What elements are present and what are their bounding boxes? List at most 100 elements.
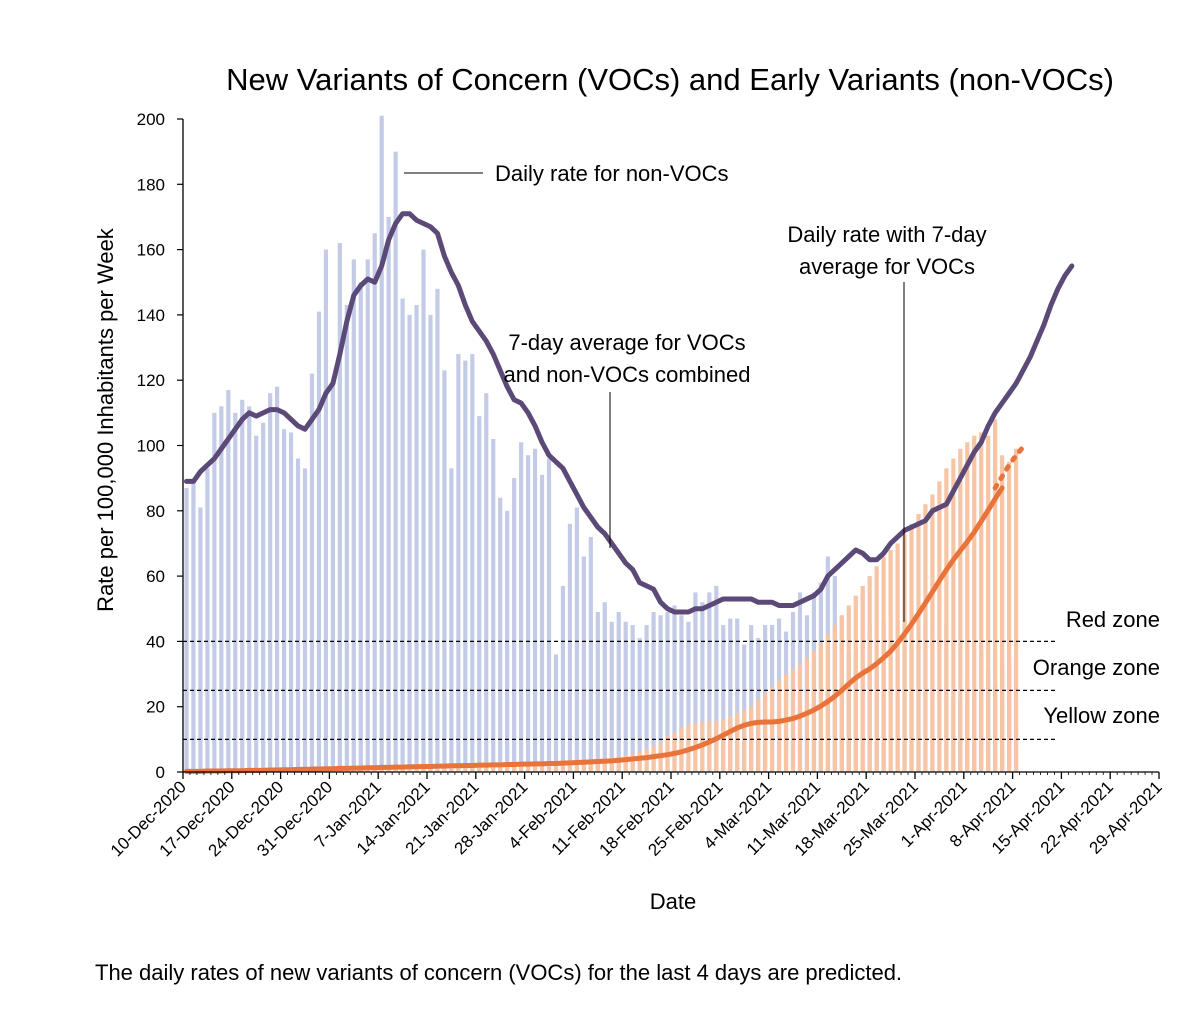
voc-bar [1013,448,1019,772]
voc-bar [449,764,454,772]
voc-bar [909,523,914,772]
voc-bar [539,761,545,772]
voc-bar [756,700,761,772]
non-voc-bar [379,115,384,773]
voc-bar [623,755,628,772]
non-voc-bar [386,216,391,772]
voc-bar [1000,455,1005,772]
non-voc-bar [651,612,656,772]
non-voc-bar [686,621,691,772]
non-voc-bar [553,654,559,772]
non-voc-bar [714,585,719,772]
non-voc-bar [560,585,566,772]
y-tick-label: 180 [137,175,165,194]
voc-bar [867,576,872,772]
non-voc-bar [233,412,238,772]
non-voc-bar [574,507,579,772]
non-voc-bar [414,305,419,772]
voc-bar [581,759,586,772]
annotation-voc-line2: average for VOCs [799,254,975,279]
voc-bar [916,514,921,772]
voc-bar [512,762,517,772]
voc-bar [435,765,440,772]
non-voc-bar [247,406,252,772]
non-voc-bar [316,311,322,772]
y-axis-label: Rate per 100,000 Inhabitants per Week [93,227,118,612]
voc-bar [860,585,865,772]
voc-bar [525,761,531,772]
y-tick-label: 0 [156,763,165,782]
zone-lines: Red zone Orange zone Yellow zone [183,607,1160,740]
non-voc-bar [435,288,440,772]
non-voc-bar [693,592,698,772]
non-voc-bar [240,399,245,772]
voc-bar [616,756,621,772]
voc-bar [567,759,573,772]
non-voc-bar [567,523,573,772]
voc-bar [498,762,503,772]
voc-bar [484,763,489,772]
non-voc-bar [198,507,203,772]
non-voc-bar [658,615,663,772]
non-voc-bar [226,389,231,772]
voc-bar [407,766,412,772]
non-voc-bar [498,497,503,772]
non-voc-bar [309,373,315,772]
non-voc-bar [337,243,342,772]
non-voc-bar [623,621,628,772]
non-voc-bar [672,605,677,772]
non-voc-bar [254,435,259,772]
annotation-voc-line1: Daily rate with 7-day [787,222,986,247]
axes: 02040608010012014016018020010-Dec-202017… [107,110,1166,860]
voc-bar [602,757,607,772]
y-tick-label: 160 [137,241,165,260]
non-voc-bar [191,481,196,772]
non-voc-bar [588,536,593,772]
voc-bar [560,760,566,772]
non-voc-bar [205,468,210,772]
voc-bar [783,674,789,772]
non-voc-bar [463,360,468,772]
non-voc-bar [609,621,614,772]
non-voc-bar [700,602,705,772]
voc-bar [993,419,998,772]
voc-bar [735,713,740,772]
non-voc-bar [393,151,398,772]
footnote: The daily rates of new variants of conce… [95,960,903,985]
y-tick-label: 40 [146,632,165,651]
non-voc-bar [323,249,329,773]
non-voc-bar [428,314,433,772]
non-voc-bar [281,429,287,772]
voc-bar [776,680,782,772]
non-voc-bar [295,458,301,772]
non-voc-bar [449,468,454,772]
non-voc-bar [358,282,363,772]
voc-bar [930,494,935,772]
non-voc-bar [421,249,426,773]
y-tick-label: 20 [146,698,165,717]
non-voc-bar [477,416,482,772]
non-voc-bar [275,386,280,772]
voc-bar [644,749,649,772]
non-voc-bar [525,455,531,772]
annotation-combined-line2: and non-VOCs combined [503,362,750,387]
voc-bar [1007,461,1012,772]
non-voc-bar [470,354,475,772]
voc-bar [519,762,524,772]
voc-bar [588,758,593,772]
voc-bar [944,468,949,772]
non-voc-bar [288,432,294,772]
non-voc-bar [484,393,489,772]
voc-bar [728,716,733,772]
voc-predicted-dotted-line [992,444,1026,491]
voc-bar [609,757,614,772]
annotation-combined-line1: 7-day average for VOCs [508,330,745,355]
voc-bar [965,442,970,772]
non-voc-bar [644,625,649,772]
voc-bar [463,764,468,772]
non-voc-bar [442,370,447,772]
voc-bar [853,595,858,772]
zone-label: Yellow zone [1043,703,1160,728]
non-voc-bar [261,422,266,772]
